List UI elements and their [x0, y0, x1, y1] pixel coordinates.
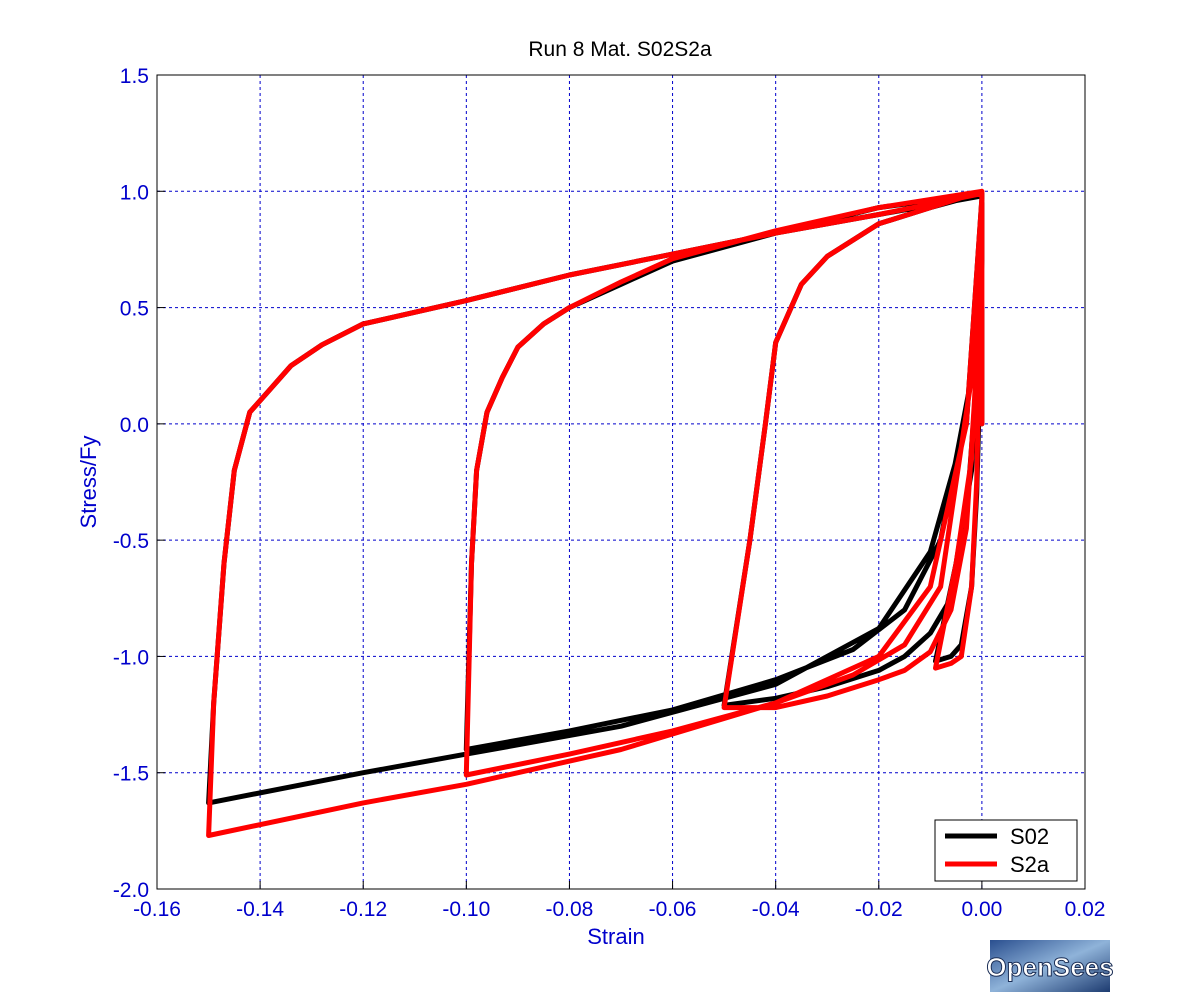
x-tick-label: 0.00 — [961, 898, 1002, 921]
logo-background — [990, 940, 1110, 992]
y-axis-label: Stress/Fy — [76, 436, 101, 529]
series-line-s2a — [206, 188, 985, 838]
y-tick-label: 1.0 — [120, 181, 149, 204]
y-tick-label: 0.5 — [120, 298, 149, 321]
logo-text: OpenSees — [986, 952, 1113, 982]
legend: S02 S2a — [934, 819, 1078, 882]
x-tick-label: -0.04 — [752, 898, 800, 921]
x-axis-label: Strain — [587, 924, 644, 949]
series-group — [206, 188, 985, 838]
x-tick-label: -0.10 — [442, 898, 490, 921]
plot-frame — [156, 74, 1086, 890]
x-tick-label: -0.12 — [339, 898, 387, 921]
x-tick-label: -0.16 — [133, 898, 181, 921]
opensees-logo: OpenSees — [986, 940, 1114, 992]
x-tick-label: -0.02 — [855, 898, 903, 921]
legend-label-s2a: S2a — [1010, 852, 1050, 877]
y-tick-label: 0.0 — [120, 414, 149, 437]
legend-label-s02: S02 — [1010, 824, 1049, 849]
y-tick-label: -2.0 — [113, 879, 149, 902]
y-tick-label: -0.5 — [113, 530, 149, 553]
x-axis-ticks: -0.16 -0.14 -0.12 -0.10 -0.08 -0.06 -0.04 -0.02… — [133, 881, 1105, 921]
x-tick-label: -0.08 — [546, 898, 594, 921]
x-tick-label: -0.06 — [649, 898, 697, 921]
y-tick-label: -1.5 — [113, 763, 149, 786]
chart-title: Run 8 Mat. S02S2a — [528, 38, 712, 61]
legend-box — [934, 819, 1078, 882]
y-axis-ticks: 1.5 1.0 0.5 0.0 -0.5 -1.0 -1.5 -2.0 — [113, 65, 165, 902]
x-tick-label: -0.14 — [236, 898, 284, 921]
y-tick-label: 1.5 — [120, 65, 149, 88]
x-tick-label: 0.02 — [1065, 898, 1106, 921]
y-tick-label: -1.0 — [113, 646, 149, 669]
series-line-s02 — [206, 191, 985, 806]
